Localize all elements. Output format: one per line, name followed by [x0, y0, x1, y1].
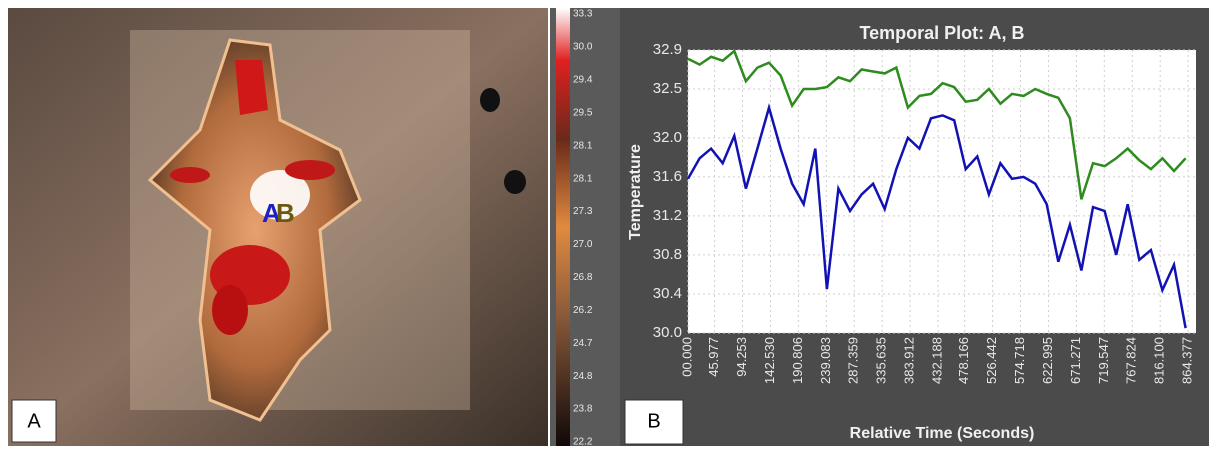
colorbar-label: 27.0: [573, 239, 593, 250]
x-tick-label: 478.166: [956, 337, 971, 384]
colorbar-label: 26.2: [573, 305, 593, 316]
y-tick-label: 32.0: [653, 129, 682, 146]
colorbar: [556, 8, 570, 446]
svg-text:B: B: [276, 198, 295, 228]
colorbar-label: 22.2: [573, 437, 593, 446]
x-axis-label: Relative Time (Seconds): [850, 425, 1035, 442]
x-tick-label: 864.377: [1180, 337, 1195, 384]
y-tick-label: 31.6: [653, 168, 682, 185]
y-axis-label: Temperature: [627, 144, 644, 240]
x-tick-label: 526.442: [984, 337, 999, 384]
panel-label: A: [27, 410, 41, 432]
x-tick-label: 767.824: [1124, 337, 1139, 384]
colorbar-label: 26.8: [573, 272, 593, 283]
y-tick-label: 32.5: [653, 80, 682, 97]
x-tick-label: 816.100: [1152, 337, 1167, 384]
x-tick-label: 142.530: [762, 337, 777, 384]
chart-title: Temporal Plot: A, B: [859, 23, 1024, 43]
x-tick-label: 00.000: [679, 337, 694, 377]
figure: A B Temporal Plot: A, B Relative Time (S…: [0, 0, 1209, 446]
colorbar-label: 29.5: [573, 107, 593, 118]
y-tick-label: 30.8: [653, 246, 682, 263]
colorbar-label: 23.8: [573, 404, 593, 415]
thermal-image: A B: [8, 8, 548, 446]
x-tick-label: 383.912: [902, 337, 917, 384]
colorbar-label: 27.3: [573, 206, 593, 217]
y-tick-label: 31.2: [653, 207, 682, 224]
colorbar-label: 28.1: [573, 140, 593, 151]
panel-label: B: [647, 410, 660, 432]
colorbar-label: 29.4: [573, 74, 593, 85]
x-tick-label: 622.995: [1040, 337, 1055, 384]
colorbar-label: 30.0: [573, 42, 593, 53]
x-tick-label: 719.547: [1096, 337, 1111, 384]
x-tick-label: 574.718: [1012, 337, 1027, 384]
colorbar-label: 33.3: [573, 9, 593, 20]
y-tick-label: 30.4: [653, 285, 682, 302]
x-tick-label: 239.083: [818, 337, 833, 384]
x-tick-label: 190.806: [790, 337, 805, 384]
x-tick-label: 671.271: [1068, 337, 1083, 384]
page: {"panel_labels": {"left": "A", "right": …: [0, 0, 1209, 446]
x-tick-label: 287.359: [846, 337, 861, 384]
colorbar-label: 28.1: [573, 173, 593, 184]
x-tick-label: 94.253: [734, 337, 749, 377]
x-tick-label: 45.977: [706, 337, 721, 377]
colorbar-label: 24.7: [573, 338, 593, 349]
x-tick-label: 432.188: [929, 337, 944, 384]
x-tick-label: 335.635: [874, 337, 889, 384]
plot-area: [688, 50, 1196, 333]
y-tick-label: 32.9: [653, 41, 682, 58]
colorbar-label: 24.8: [573, 371, 593, 382]
y-tick-label: 30.0: [653, 324, 682, 341]
